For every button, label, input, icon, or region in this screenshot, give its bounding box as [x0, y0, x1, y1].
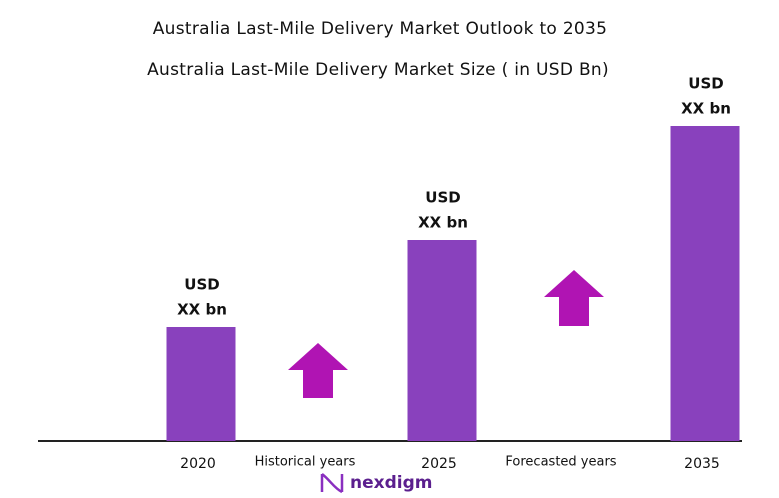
value-label: XX bn: [177, 301, 227, 319]
growth-arrow: [544, 270, 604, 326]
bar: [670, 126, 740, 441]
x-tick-label: 2025: [421, 456, 457, 472]
value-label: USD: [688, 75, 723, 93]
annotation: Forecasted years: [505, 455, 616, 470]
logo: nexdigm: [350, 473, 432, 493]
value-label: XX bn: [418, 214, 468, 232]
value-label: USD: [184, 276, 219, 294]
annotation: Historical years: [255, 455, 356, 470]
x-tick-label: 2035: [684, 456, 720, 472]
logo-icon: [320, 473, 344, 494]
growth-arrow: [288, 343, 348, 398]
value-label: XX bn: [681, 100, 731, 118]
bar: [407, 240, 477, 441]
x-tick-label: 2020: [180, 456, 216, 472]
value-label: USD: [425, 189, 460, 207]
bar: [166, 327, 236, 441]
chart-subtitle: Australia Last-Mile Delivery Market Size…: [147, 60, 609, 80]
chart-title: Australia Last-Mile Delivery Market Outl…: [153, 19, 608, 39]
